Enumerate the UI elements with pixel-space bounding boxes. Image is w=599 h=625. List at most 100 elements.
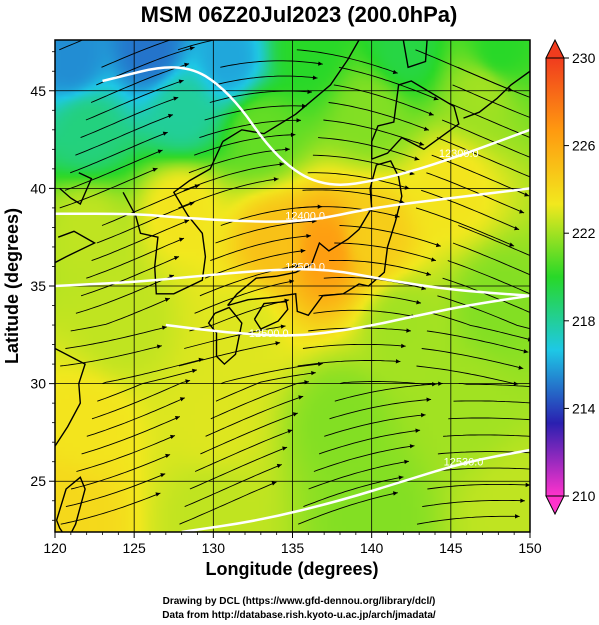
y-axis-label: Latitude (degrees) xyxy=(2,208,22,364)
streamline xyxy=(307,172,410,190)
coastline-korea xyxy=(122,141,224,295)
streamline xyxy=(431,312,530,341)
streamline xyxy=(312,154,415,175)
grid-lines xyxy=(55,40,530,532)
colorbar-min-arrow xyxy=(545,495,565,516)
streamline-arrowhead xyxy=(174,416,180,421)
y-tick-label: 45 xyxy=(30,83,46,99)
y-tick-label: 35 xyxy=(30,278,46,294)
streamline xyxy=(432,467,530,472)
y-tick-label: 40 xyxy=(30,180,46,196)
x-tick-label: 150 xyxy=(518,540,542,556)
streamline xyxy=(97,369,198,402)
streamline xyxy=(334,242,437,262)
streamline xyxy=(86,397,185,437)
streamline-arrowhead xyxy=(273,177,279,182)
streamline-arrowhead xyxy=(531,467,536,471)
streamline-arrowhead xyxy=(392,491,398,496)
streamline xyxy=(334,383,437,402)
streamline xyxy=(328,102,430,131)
streamline-arrowhead xyxy=(292,412,298,417)
coastline-china-south xyxy=(55,347,86,447)
streamline-arrowhead xyxy=(409,444,415,449)
colorbar-tick-label: 230 xyxy=(572,50,596,66)
streamline-arrowhead xyxy=(179,397,185,402)
streamline xyxy=(221,363,323,385)
streamline xyxy=(338,66,439,101)
streamline-arrowhead xyxy=(406,328,411,333)
colorbar-tick-label: 218 xyxy=(572,313,596,329)
streamline xyxy=(426,330,529,353)
streamline xyxy=(60,345,162,367)
streamline xyxy=(421,189,520,231)
streamline-arrowhead xyxy=(164,297,170,302)
streamline xyxy=(443,434,530,437)
contour-label: 12300.0 xyxy=(439,148,479,160)
streamline-arrowhead xyxy=(431,257,436,262)
streamline-arrowhead xyxy=(296,118,302,123)
contour-line xyxy=(181,448,530,532)
streamline-arrowhead xyxy=(294,263,300,269)
contour-label: 12530.0 xyxy=(444,457,484,469)
streamline-arrowhead xyxy=(282,446,288,451)
coastline-japan-hokkaido xyxy=(371,80,460,160)
x-axis-ticks: 120 125 130 135 140 145 150 xyxy=(43,532,542,556)
coastline-china-coast xyxy=(59,172,93,206)
streamline xyxy=(313,309,416,318)
streamline xyxy=(458,225,530,257)
streamline xyxy=(183,163,285,191)
contour-line xyxy=(55,187,530,223)
streamline-arrowhead xyxy=(289,279,294,284)
x-tick-label: 145 xyxy=(439,540,463,556)
streamline xyxy=(90,63,190,103)
streamline xyxy=(220,60,323,68)
streamline-arrowhead xyxy=(189,46,195,51)
streamline xyxy=(184,325,286,349)
streamline-arrowhead xyxy=(519,209,525,214)
streamline xyxy=(215,220,317,244)
coastline-china-east xyxy=(55,230,97,264)
streamline-arrowhead xyxy=(275,341,281,346)
streamline xyxy=(60,492,161,525)
streamline-arrowhead xyxy=(300,248,306,254)
streamline xyxy=(65,326,167,349)
streamline-arrowhead xyxy=(419,141,425,146)
streamline-arrowhead xyxy=(535,158,540,162)
x-axis-label: Longitude (degrees) xyxy=(205,559,378,579)
streamline-arrowhead xyxy=(168,113,173,119)
streamline xyxy=(313,445,415,472)
x-tick-label: 130 xyxy=(202,540,226,556)
streamline xyxy=(209,90,313,103)
streamline-arrowhead xyxy=(426,271,432,276)
streamline-arrowhead xyxy=(523,349,529,354)
streamline xyxy=(65,473,166,508)
streamline xyxy=(421,348,524,369)
streamline xyxy=(204,250,306,279)
streamline xyxy=(308,460,409,490)
streamline-arrowhead xyxy=(514,226,520,231)
streamline xyxy=(416,515,520,525)
streamline xyxy=(431,154,530,197)
streamline xyxy=(80,256,180,297)
streamline xyxy=(86,237,185,279)
figure-title: MSM 06Z20Jul2023 (200.0hPa) xyxy=(141,2,458,27)
streamline xyxy=(96,202,195,244)
streamline-arrowhead xyxy=(426,397,432,402)
streamline-arrowhead xyxy=(185,379,191,384)
streamline xyxy=(297,206,400,218)
credit-drawing: Drawing by DCL (https://www.gfd-dennou.o… xyxy=(163,596,436,607)
streamline xyxy=(178,342,281,367)
streamline-arrowhead xyxy=(192,368,197,373)
streamline-arrowhead xyxy=(155,492,161,497)
x-tick-label: 120 xyxy=(43,540,67,556)
streamline-arrowhead xyxy=(540,140,545,144)
streamline-arrowhead xyxy=(178,79,184,84)
streamline xyxy=(302,189,405,204)
streamline-arrowhead xyxy=(515,514,520,519)
streamline-arrowhead xyxy=(271,481,277,486)
streamline xyxy=(296,49,398,74)
streamline-arrowhead xyxy=(395,359,401,364)
streamline-arrowhead xyxy=(173,96,179,101)
streamline xyxy=(177,40,217,51)
